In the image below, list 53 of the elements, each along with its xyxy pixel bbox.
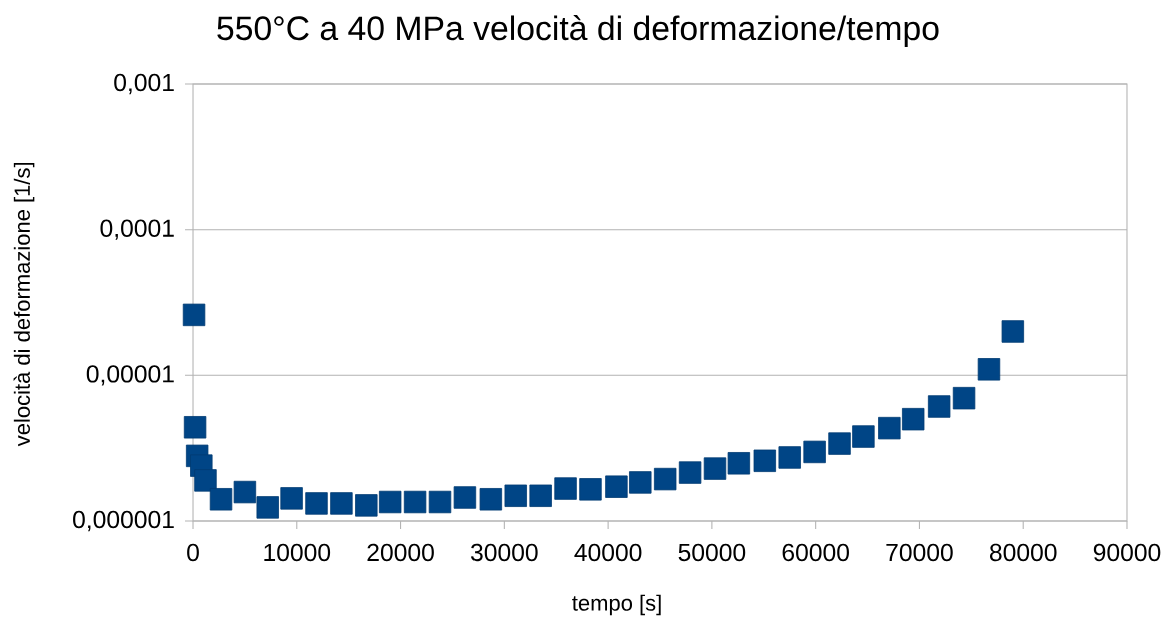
point xyxy=(653,467,677,491)
x-tick-label: 40000 xyxy=(574,543,642,562)
point xyxy=(605,475,628,498)
point xyxy=(727,452,751,475)
point xyxy=(579,478,602,501)
point xyxy=(952,386,976,410)
point xyxy=(233,480,257,504)
point xyxy=(678,461,702,484)
point xyxy=(182,303,206,327)
point xyxy=(878,416,901,440)
point xyxy=(778,446,801,469)
point xyxy=(902,407,925,431)
point xyxy=(1001,320,1025,343)
point xyxy=(305,492,328,515)
point xyxy=(479,488,503,511)
x-tick-label: 80000 xyxy=(989,543,1057,562)
point xyxy=(504,484,527,507)
point xyxy=(330,492,353,515)
point xyxy=(852,425,875,448)
x-axis-title: tempo [s] xyxy=(572,594,661,616)
y-tick-label: 0,0001 xyxy=(100,219,174,240)
x-tick-label: 30000 xyxy=(470,543,538,562)
point xyxy=(428,490,452,514)
x-tick-label: 90000 xyxy=(1093,543,1161,562)
x-tick-label: 0 xyxy=(187,543,199,562)
point xyxy=(194,469,217,492)
point xyxy=(403,490,427,514)
chart-title: 550°C a 40 MPa velocità di deformazione/tempo xyxy=(217,15,939,47)
point xyxy=(256,496,279,519)
x-tick-label: 60000 xyxy=(782,543,849,562)
point xyxy=(927,395,951,418)
point xyxy=(355,494,378,517)
y-tick-label: 0,000001 xyxy=(73,510,174,532)
point xyxy=(828,432,851,455)
point xyxy=(183,416,207,439)
y-axis-title: velocità di deformazione [1/s] xyxy=(13,162,35,447)
point xyxy=(629,471,652,494)
point xyxy=(703,457,727,480)
point xyxy=(977,358,1001,381)
point xyxy=(378,490,402,514)
point xyxy=(529,484,552,507)
point xyxy=(280,487,303,510)
y-tick-label: 0,00001 xyxy=(86,365,174,386)
point xyxy=(209,488,233,511)
point xyxy=(803,440,826,464)
point xyxy=(753,449,777,472)
y-tick-label: 0,001 xyxy=(114,73,174,95)
x-tick-label: 70000 xyxy=(886,543,953,562)
x-tick-label: 20000 xyxy=(367,543,434,562)
point xyxy=(453,486,477,509)
point xyxy=(554,477,577,500)
x-tick-label: 50000 xyxy=(678,543,746,562)
x-tick-label: 10000 xyxy=(264,543,331,562)
